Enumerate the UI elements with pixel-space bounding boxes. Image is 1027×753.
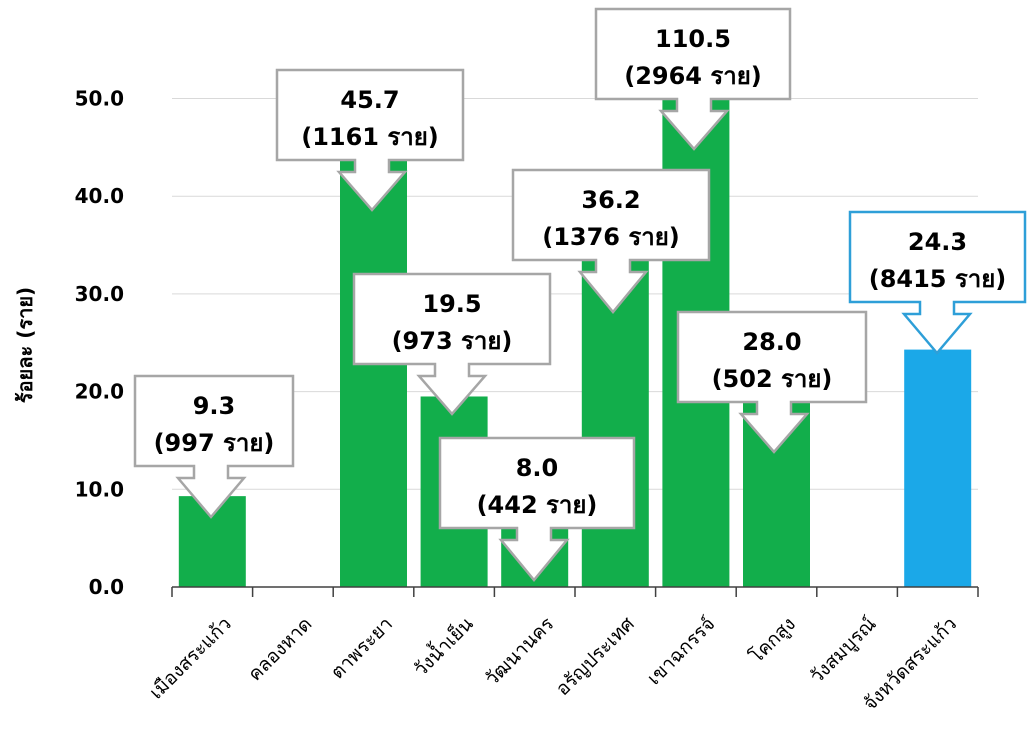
y-tick-label: 50.0: [75, 87, 124, 111]
callout-box: [848, 210, 1027, 355]
y-tick-label: 10.0: [75, 477, 124, 501]
count-label: (997 ราย): [154, 429, 275, 457]
y-axis-label: ร้อยละ (ราย): [13, 287, 37, 403]
category-labels: เมืองสระแก้ว คลองหาด ตาพระยา วังน้ำเย็น วัฒน…: [145, 611, 961, 715]
callout-box: [594, 7, 792, 151]
y-axis-ticks: 0.0 10.0 20.0 30.0 40.0 50.0: [75, 87, 124, 600]
x-tick-label: อรัญประเทศ: [552, 613, 639, 700]
x-tick-label: วังน้ำเย็น: [407, 611, 477, 681]
callout-box: [352, 272, 552, 416]
count-label: (502 ราย): [712, 365, 833, 393]
count-label: (2964 ราย): [624, 62, 762, 90]
y-tick-label: 40.0: [75, 184, 124, 208]
callout-box: [676, 310, 868, 454]
x-tick-label: โคกสูง: [745, 612, 800, 667]
x-tick-label: เขาฉกรรจ์: [643, 613, 719, 689]
data-label: 28.0: [742, 328, 801, 356]
count-label: (442 ราย): [477, 491, 598, 519]
x-tick-label: ตาพระยา: [327, 613, 398, 684]
bar: [904, 349, 972, 587]
callout-box: [511, 168, 711, 314]
data-label: 110.5: [655, 25, 731, 53]
data-label: 24.3: [908, 228, 967, 256]
data-label: 9.3: [193, 392, 236, 420]
data-label: 36.2: [581, 186, 640, 214]
y-tick-label: 0.0: [89, 575, 124, 599]
count-label: (1161 ราย): [301, 123, 439, 151]
data-label: 8.0: [516, 454, 559, 482]
x-tick-label: วัฒนานคร: [481, 613, 558, 690]
data-label: 19.5: [422, 290, 481, 318]
data-callouts: 9.3 (997 ราย) 45.7 (1161 ราย) 19.5 (973 ราย) 8…: [133, 7, 1027, 582]
count-label: (1376 ราย): [542, 223, 680, 251]
y-tick-label: 30.0: [75, 282, 124, 306]
x-tick-label: เมืองสระแก้ว: [145, 613, 236, 704]
callout-box: [438, 436, 636, 582]
x-axis: [171, 586, 979, 597]
callout-box: [275, 68, 465, 212]
callout-box: [133, 374, 295, 519]
count-label: (973 ราย): [392, 327, 513, 355]
data-label: 45.7: [340, 86, 399, 114]
count-label: (8415 ราย): [869, 265, 1007, 293]
x-tick-label: คลองหาด: [244, 613, 317, 686]
y-tick-label: 20.0: [75, 380, 124, 404]
x-tick-label: วังสมบูรณ์: [806, 613, 881, 688]
